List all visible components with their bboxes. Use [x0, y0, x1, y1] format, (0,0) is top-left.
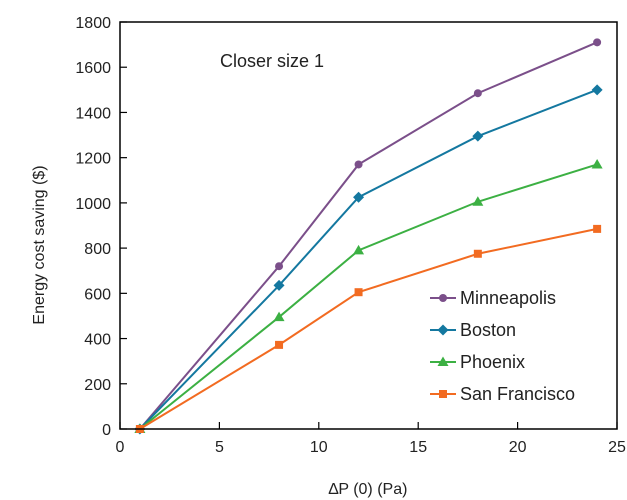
legend-item-boston: Boston: [430, 320, 516, 340]
y-axis-title: Energy cost saving ($): [31, 165, 48, 324]
data-point-boston: [591, 84, 603, 96]
series-layer: [134, 38, 603, 435]
data-point-phoenix: [591, 158, 603, 169]
x-tick-label: 20: [509, 439, 527, 456]
plot-frame: [119, 21, 618, 430]
y-tick-label: 800: [84, 241, 111, 258]
legend-item-minneapolis: Minneapolis: [430, 288, 556, 308]
x-tick-label: 25: [608, 439, 626, 456]
data-point-boston: [353, 191, 365, 203]
y-tick-label: 400: [84, 332, 111, 349]
legend-item-san-francisco: San Francisco: [430, 384, 575, 404]
series-line-minneapolis: [139, 41, 598, 430]
series-line-boston: [139, 88, 598, 430]
data-point-phoenix: [353, 244, 365, 255]
data-point-san-francisco: [473, 249, 482, 258]
data-point-boston: [472, 130, 484, 142]
data-point-san-francisco: [275, 340, 284, 349]
y-tick-label: 1800: [75, 15, 111, 32]
y-tick-label: 1000: [75, 196, 111, 213]
y-tick-label: 0: [102, 422, 111, 439]
legend-swatch-marker: [439, 390, 447, 398]
series-minneapolis: [135, 38, 602, 433]
x-tick-label: 15: [409, 439, 427, 456]
legend-label: Phoenix: [460, 352, 525, 372]
chart-annotation: Closer size 1: [220, 51, 324, 71]
legend-swatch-marker: [437, 324, 449, 336]
x-tick-label: 0: [116, 439, 125, 456]
x-tick-label: 10: [310, 439, 328, 456]
y-tick-label: 1200: [75, 151, 111, 168]
data-point-san-francisco: [354, 288, 363, 297]
legend-label: Boston: [460, 320, 516, 340]
y-tick-label: 1400: [75, 105, 111, 122]
data-point-san-francisco: [593, 224, 602, 233]
legend: Minneapolis Boston Phoenix San Francisco: [430, 288, 575, 404]
legend-swatch-marker: [437, 356, 449, 366]
x-axis-title: ∆P (0) (Pa): [329, 481, 408, 498]
y-tick-label: 1600: [75, 60, 111, 77]
legend-swatch-marker: [439, 294, 447, 302]
data-point-minneapolis: [354, 160, 363, 169]
data-point-boston: [273, 279, 285, 291]
x-tick-label: 5: [215, 439, 224, 456]
x-axis-ticks: 0 5 10 15 20 25: [116, 422, 626, 456]
y-tick-label: 200: [84, 377, 111, 394]
series-boston: [134, 84, 603, 435]
legend-label: San Francisco: [460, 384, 575, 404]
data-point-phoenix: [273, 311, 285, 322]
legend-item-phoenix: Phoenix: [430, 352, 525, 372]
legend-label: Minneapolis: [460, 288, 556, 308]
y-tick-label: 600: [84, 286, 111, 303]
data-point-minneapolis: [275, 262, 284, 271]
data-point-minneapolis: [473, 89, 482, 98]
data-point-minneapolis: [593, 38, 602, 47]
data-point-phoenix: [472, 196, 484, 206]
